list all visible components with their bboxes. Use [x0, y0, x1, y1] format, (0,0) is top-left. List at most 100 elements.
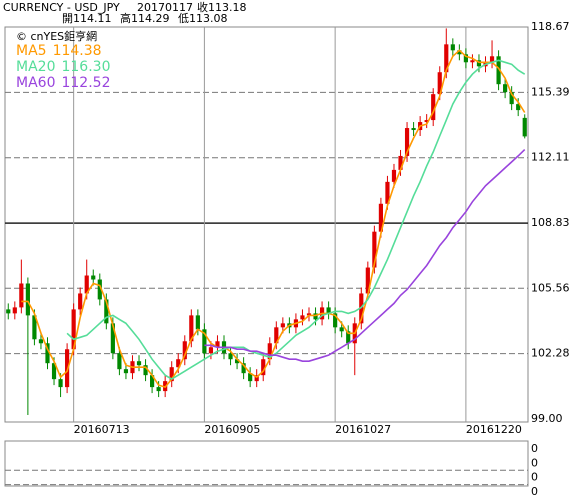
quote-date: 20170117: [137, 1, 193, 14]
candle-body: [241, 363, 246, 374]
y-tick-label: 105.56: [531, 281, 570, 294]
y-tick-label: 99.00: [531, 412, 563, 425]
legend-name: MA5: [16, 43, 47, 59]
candle-body: [78, 293, 83, 310]
candle-body: [19, 283, 24, 308]
candle-body: [489, 56, 495, 63]
candle-body: [404, 128, 410, 156]
quote-close: 收113.18: [197, 0, 247, 14]
candle-body: [91, 275, 96, 280]
candle-body: [411, 128, 416, 131]
candle-body: [522, 117, 527, 137]
plot-area: [5, 27, 528, 422]
candle-body: [136, 361, 142, 366]
candle-body: [267, 343, 272, 360]
chart-title: CURRENCY - USD_JPY: [3, 1, 120, 14]
candle-body: [372, 231, 377, 268]
candle-body: [84, 275, 89, 294]
candle-body: [437, 72, 442, 95]
candle-body: [234, 359, 240, 364]
watermark: © cnYES鉅亨網: [16, 29, 97, 43]
candle-body: [156, 387, 161, 392]
candle-body: [38, 339, 44, 344]
candle-body: [306, 313, 312, 316]
candle-body: [470, 60, 475, 63]
candle-body: [476, 60, 482, 67]
low-label: 低: [178, 12, 189, 25]
high-label: 高: [120, 11, 131, 25]
candle-body: [176, 359, 181, 368]
close-label: 收: [197, 0, 208, 14]
quote-low: 低113.08: [178, 12, 228, 25]
candle-body: [25, 283, 30, 316]
candle-body: [104, 299, 109, 324]
y-tick-label: 108.83: [531, 216, 570, 229]
candle-body: [58, 379, 63, 388]
candle-body: [123, 369, 129, 374]
sub-y-tick-label: 0: [531, 456, 538, 469]
y-tick-label: 115.39: [531, 85, 570, 98]
candle-body: [97, 279, 102, 300]
candle-body: [503, 84, 508, 93]
candle-body: [32, 315, 37, 340]
candle-body: [431, 94, 436, 121]
candle-body: [45, 343, 50, 364]
candle-body: [280, 323, 285, 328]
y-tick-label: 112.11: [531, 151, 570, 164]
candle-body: [110, 323, 115, 354]
candle-body: [385, 181, 390, 204]
sub-y-tick-label: 0: [531, 442, 538, 455]
plot-frame: [4, 26, 529, 423]
candle-body: [150, 375, 155, 388]
high-value: 114.29: [131, 12, 170, 25]
candle-body: [248, 373, 253, 382]
ma-line: [21, 49, 526, 389]
candle-body: [65, 349, 70, 388]
candle-body: [189, 315, 194, 342]
candle-body: [457, 50, 462, 55]
candle-body: [169, 367, 174, 382]
y-tick-label: 102.28: [531, 347, 570, 360]
x-tick-label: 20161220: [466, 423, 522, 436]
quote-open: 開114.11: [62, 12, 112, 25]
candle-body: [313, 313, 318, 320]
legend-name: MA60: [16, 75, 55, 91]
y-tick-label: 118.67: [531, 20, 570, 33]
x-tick-label: 20160905: [204, 423, 260, 436]
candle-body: [182, 341, 187, 360]
open-label: 開: [62, 12, 73, 25]
sub-panel-frame: [4, 440, 529, 487]
candle-body: [117, 353, 122, 370]
candle-body: [333, 313, 338, 328]
candle-body: [208, 347, 214, 354]
candle-body: [346, 331, 351, 344]
candle-body: [274, 327, 279, 344]
candle-body: [444, 44, 449, 73]
x-tick-label: 20161027: [335, 423, 391, 436]
candle-body: [359, 293, 364, 324]
candle-body: [228, 353, 233, 360]
candle-body: [143, 365, 148, 376]
candle-body: [516, 104, 521, 111]
candle-body: [300, 315, 305, 320]
sub-y-tick-label: 0: [531, 485, 538, 498]
quote-high: 高114.29: [120, 11, 170, 25]
open-value: 114.11: [73, 12, 112, 25]
candle-body: [398, 155, 403, 170]
candle-body: [12, 307, 17, 314]
ma-line: [204, 149, 526, 362]
legend-value: 114.38: [53, 43, 102, 59]
candle-body: [391, 169, 397, 182]
candle-body: [6, 309, 11, 314]
candle-body: [326, 307, 331, 314]
legend-entry: MA60 112.52: [16, 75, 110, 91]
candle-body: [509, 92, 514, 105]
candle-body: [450, 44, 455, 51]
close-value: 113.18: [208, 1, 247, 14]
candle-body: [496, 56, 501, 85]
candle-body: [51, 363, 57, 380]
candle-body: [261, 359, 266, 376]
candle-body: [215, 341, 220, 348]
